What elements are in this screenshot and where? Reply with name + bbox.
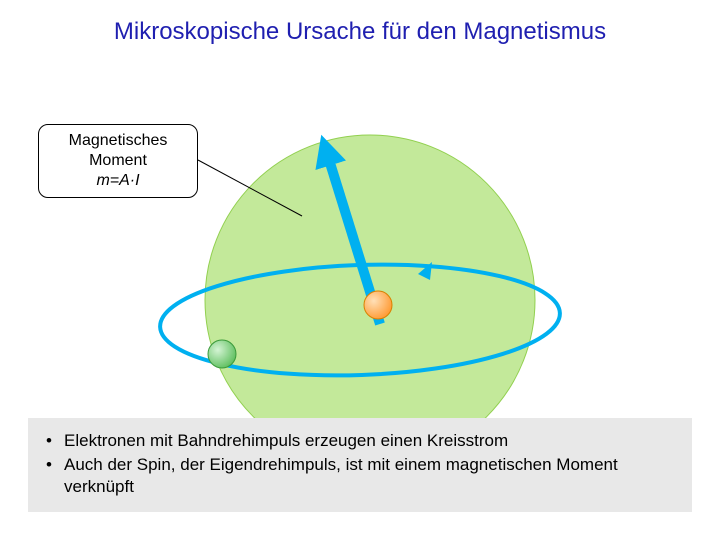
bullets-panel: Elektronen mit Bahndrehimpuls erzeugen e… bbox=[28, 418, 692, 512]
bullet-item: Elektronen mit Bahndrehimpuls erzeugen e… bbox=[64, 430, 678, 452]
diagram: Magnetisches Moment m=A·I bbox=[0, 60, 720, 420]
callout-formula: m=A·I bbox=[47, 171, 189, 191]
callout-magnetic-moment: Magnetisches Moment m=A·I bbox=[38, 124, 198, 198]
nucleus-icon bbox=[364, 291, 392, 319]
page-title: Mikroskopische Ursache für den Magnetism… bbox=[0, 18, 720, 46]
bullets-list: Elektronen mit Bahndrehimpuls erzeugen e… bbox=[42, 430, 678, 498]
callout-line-2: Moment bbox=[47, 151, 189, 171]
callout-line-1: Magnetisches bbox=[47, 131, 189, 151]
diagram-svg bbox=[0, 60, 720, 420]
electron-icon bbox=[208, 340, 236, 368]
bullet-item: Auch der Spin, der Eigendrehimpuls, ist … bbox=[64, 454, 678, 498]
